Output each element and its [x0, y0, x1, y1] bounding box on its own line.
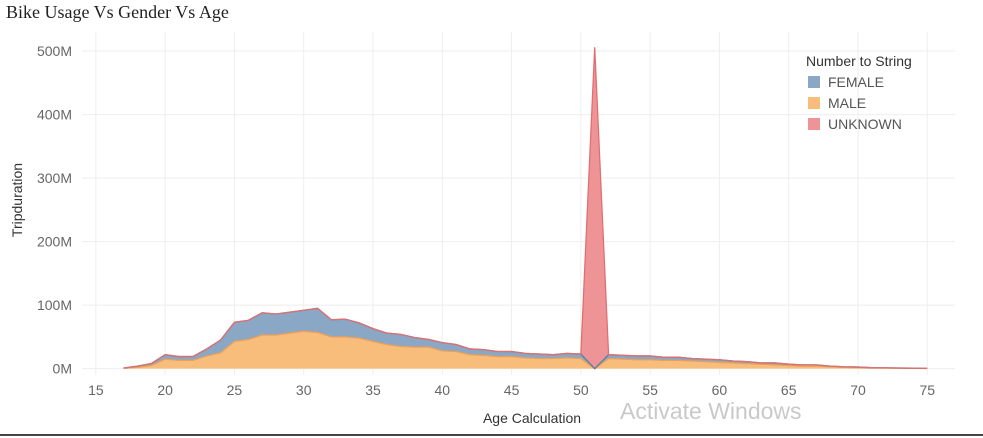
- y-tick-label: 400M: [37, 107, 72, 123]
- legend-swatch-female: [808, 76, 820, 88]
- chart-title: Bike Usage Vs Gender Vs Age: [6, 2, 229, 22]
- y-tick-label: 100M: [37, 297, 72, 313]
- x-tick-label: 30: [296, 382, 312, 398]
- x-tick-label: 45: [504, 382, 520, 398]
- x-tick-label: 20: [157, 382, 173, 398]
- legend-label-female: FEMALE: [828, 74, 884, 90]
- y-tick-label: 0M: [53, 361, 72, 377]
- area-female: [123, 308, 928, 369]
- legend-label-male: MALE: [828, 95, 866, 111]
- legend-title: Number to String: [806, 53, 912, 69]
- legend-swatch-male: [808, 97, 820, 109]
- x-tick-label: 65: [781, 382, 797, 398]
- x-tick-label: 70: [850, 382, 866, 398]
- x-tick-label: 25: [227, 382, 243, 398]
- x-tick-label: 15: [88, 382, 104, 398]
- y-tick-label: 200M: [37, 234, 72, 250]
- legend-swatch-unknown: [808, 118, 820, 130]
- x-tick-label: 40: [434, 382, 450, 398]
- x-tick-label: 75: [919, 382, 935, 398]
- x-tick-label: 35: [365, 382, 381, 398]
- y-tick-label: 500M: [37, 43, 72, 59]
- y-tick-label: 300M: [37, 170, 72, 186]
- line-male: [123, 330, 928, 370]
- y-axis-label: Tripduration: [9, 163, 25, 237]
- x-tick-label: 60: [712, 382, 728, 398]
- legend-label-unknown: UNKNOWN: [828, 116, 902, 132]
- activate-windows-watermark: Activate Windows: [620, 398, 802, 424]
- x-tick-label: 50: [573, 382, 589, 398]
- area-male: [123, 331, 928, 369]
- line-unknown: [123, 47, 928, 370]
- x-tick-label: 55: [642, 382, 658, 398]
- bottom-border: [0, 434, 983, 436]
- x-axis-label: Age Calculation: [483, 410, 581, 426]
